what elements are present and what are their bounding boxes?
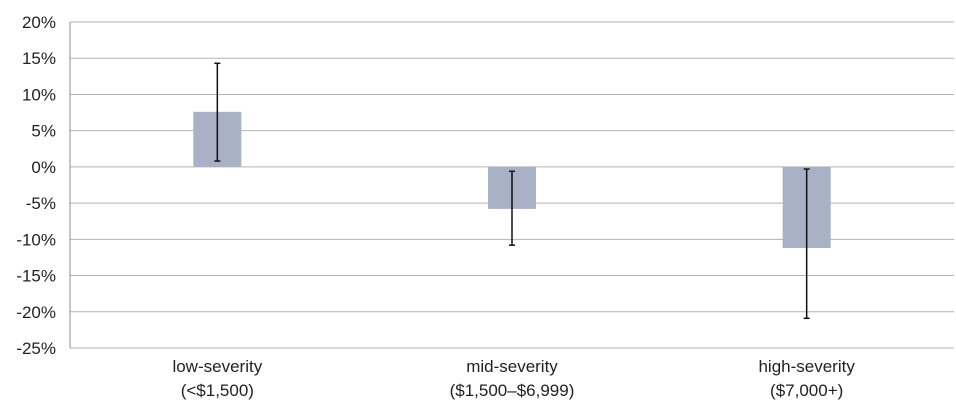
x-tick-label-line: ($1,500–$6,999) [450, 381, 575, 400]
x-tick-label: high-severity ($7,000+) [758, 357, 855, 400]
y-axis-tick-labels: 20% 15% 10% 5% 0% -5% -10% -15% -20% -25% [16, 13, 56, 358]
y-tick-label: 20% [22, 13, 56, 32]
y-tick-label: 15% [22, 49, 56, 68]
y-tick-label: 0% [31, 158, 56, 177]
y-tick-label: -10% [16, 230, 56, 249]
y-tick-label: -15% [16, 267, 56, 286]
y-tick-label: 10% [22, 85, 56, 104]
y-tick-label: -5% [26, 194, 56, 213]
x-axis-category-labels: low-severity (<$1,500) mid-severity ($1,500… [172, 357, 855, 400]
x-tick-label-line: high-severity [758, 357, 855, 376]
error-bars [214, 62, 810, 320]
y-tick-label: -25% [16, 339, 56, 358]
x-tick-label: mid-severity ($1,500–$6,999) [450, 357, 575, 400]
x-tick-label-line: (<$1,500) [181, 381, 254, 400]
x-tick-label: low-severity (<$1,500) [172, 357, 262, 400]
y-tick-label: 5% [31, 122, 56, 141]
x-tick-label-line: mid-severity [466, 357, 558, 376]
y-tick-label: -20% [16, 303, 56, 322]
x-tick-label-line: low-severity [172, 357, 262, 376]
x-tick-label-line: ($7,000+) [770, 381, 843, 400]
